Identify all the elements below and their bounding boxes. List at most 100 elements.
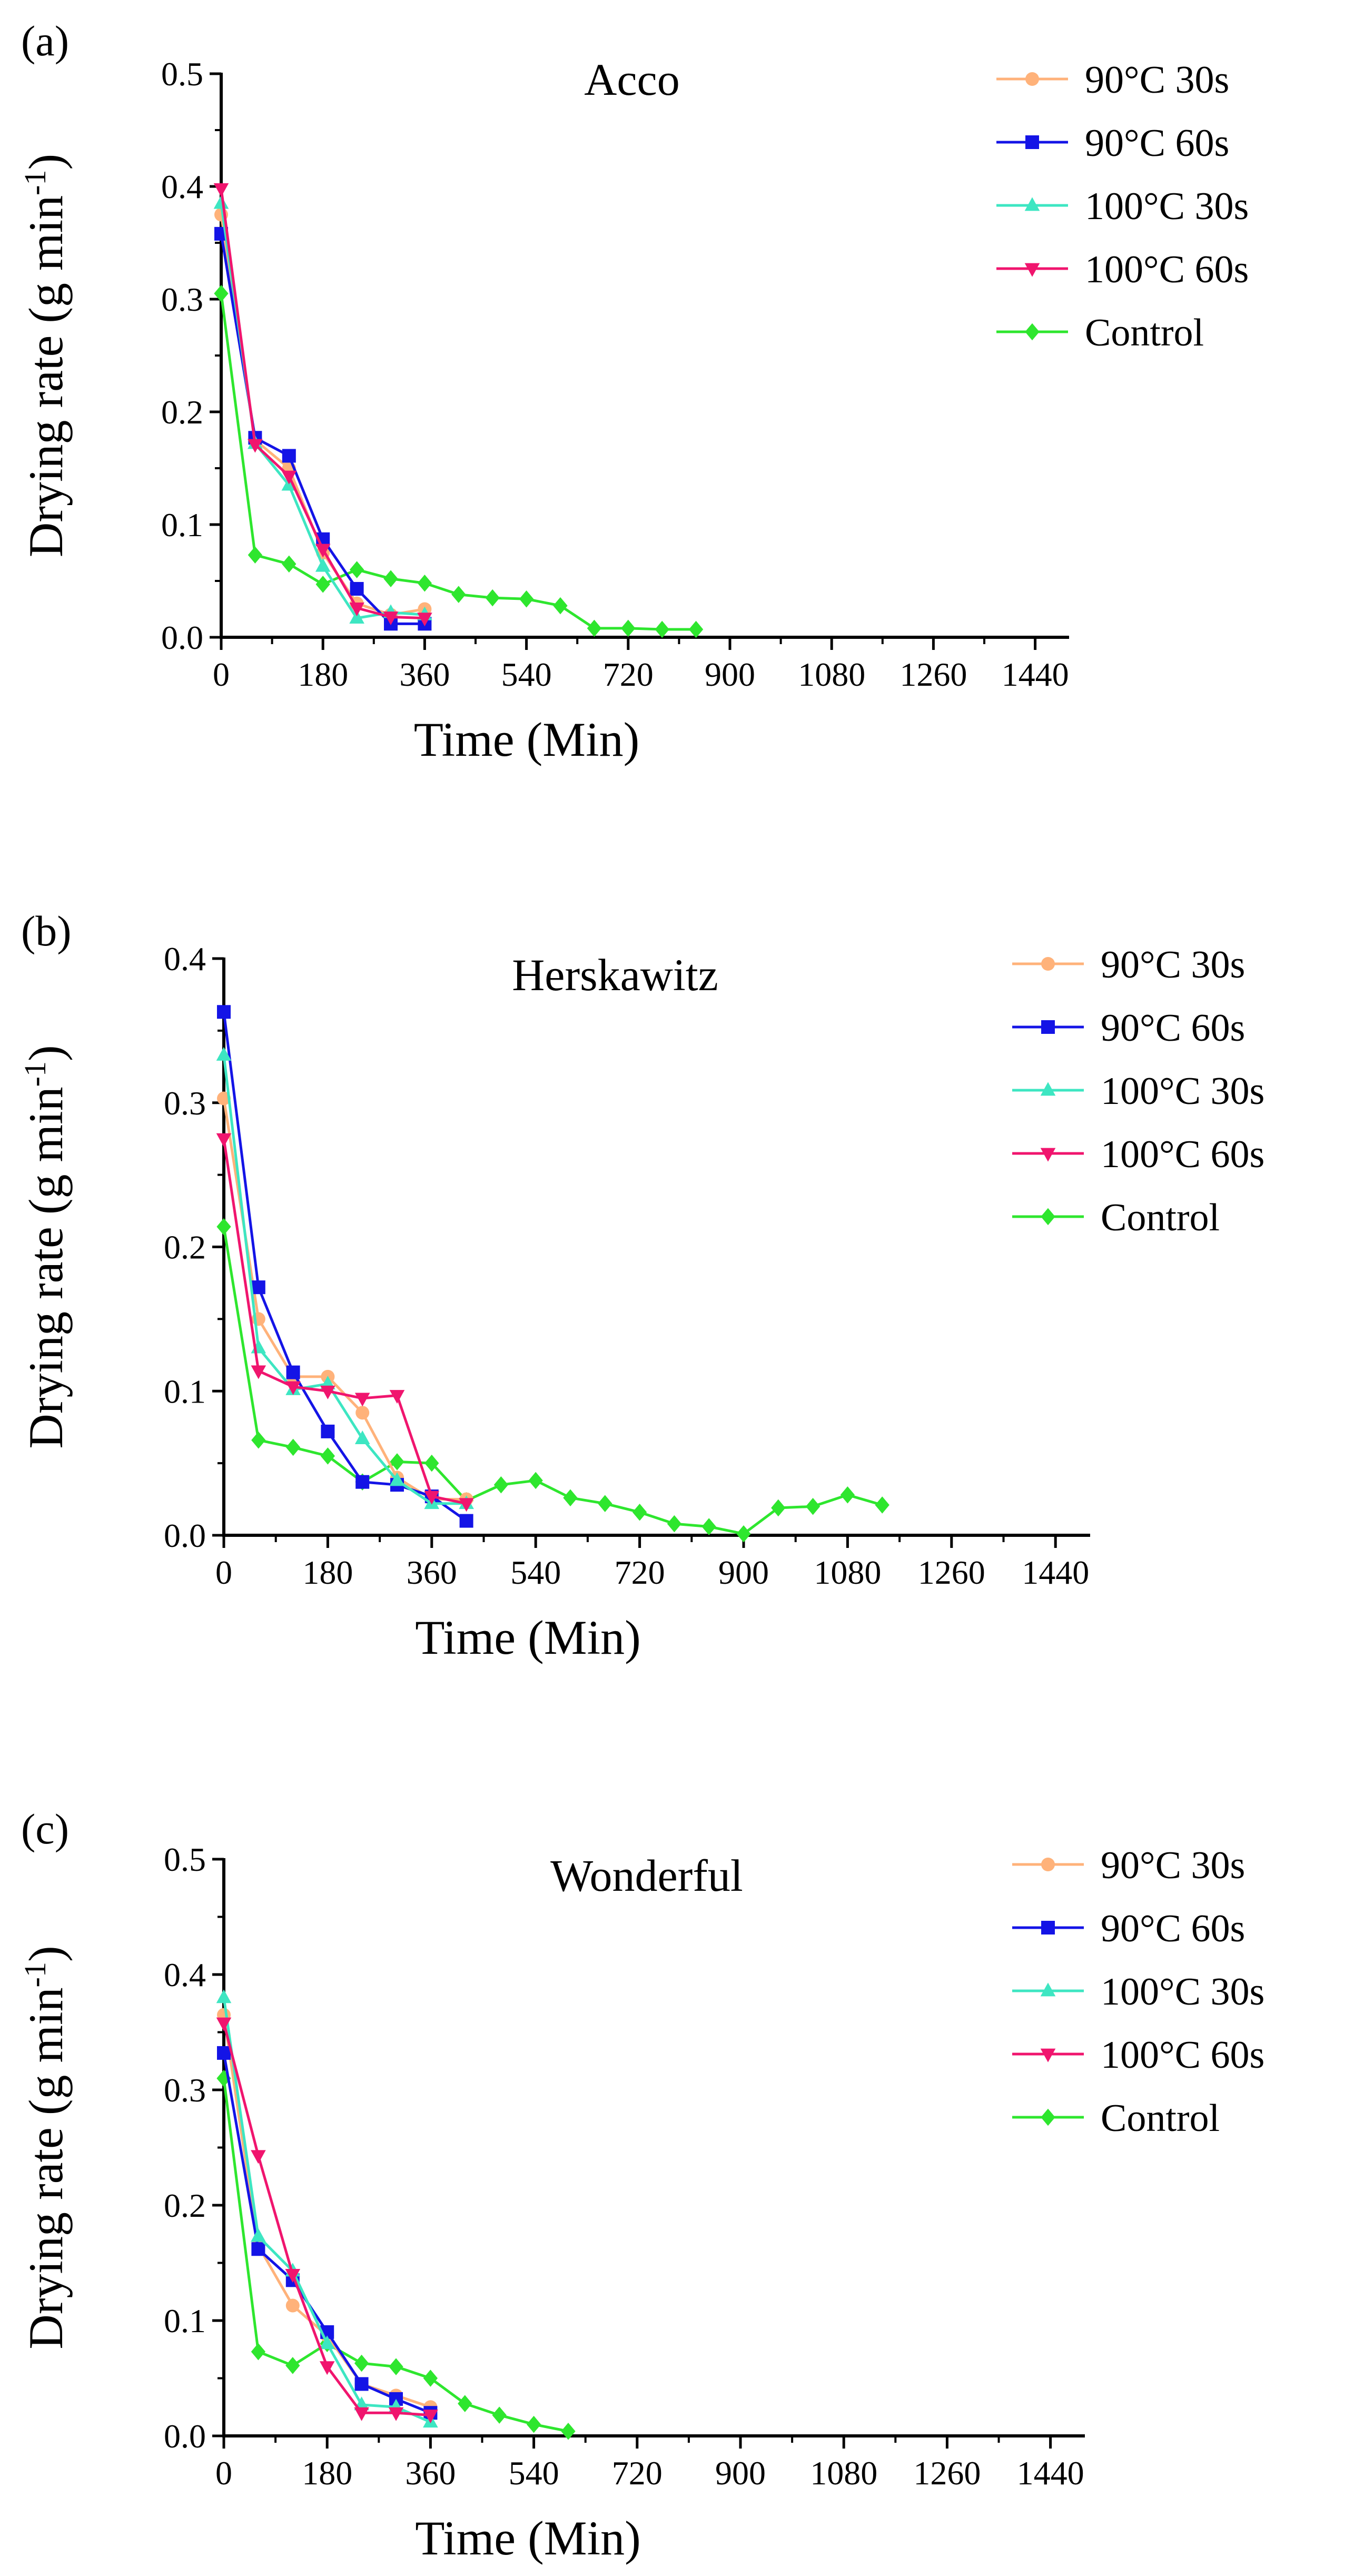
data-point <box>492 2406 507 2424</box>
panel-letter: (a) <box>21 17 69 65</box>
data-point <box>217 2046 231 2060</box>
series-1 <box>217 2008 438 2414</box>
legend-label: 100°C 30s <box>1085 185 1249 228</box>
x-axis-label: Time (Min) <box>415 2511 641 2565</box>
legend: 90°C 30s 90°C 60s 100°C 30s 100°C 60s Contro… <box>996 58 1249 354</box>
legend-marker <box>1041 1921 1055 1935</box>
data-point <box>424 1491 440 1505</box>
legend-marker <box>1040 1148 1056 1162</box>
x-axis-label: Time (Min) <box>415 1611 641 1664</box>
data-point <box>282 449 296 463</box>
series-line <box>222 2052 431 2414</box>
data-point <box>285 2269 301 2283</box>
legend-label: Control <box>1101 1196 1220 1239</box>
data-point <box>424 1454 439 1472</box>
data-point <box>286 1365 300 1379</box>
series-5 <box>216 2069 576 2440</box>
data-point <box>354 2407 369 2421</box>
x-tick-label: 180 <box>302 2454 352 2492</box>
data-point <box>354 2354 369 2372</box>
legend-marker <box>1040 2048 1056 2062</box>
data-point <box>216 2017 232 2031</box>
data-point <box>281 470 297 485</box>
series-3 <box>213 195 432 624</box>
legend-marker <box>1025 72 1039 86</box>
data-point <box>389 1472 405 1486</box>
legend: 90°C 30s 90°C 60s 100°C 30s 100°C 60s Contro… <box>1012 1844 1264 2140</box>
y-tick-label: 0.1 <box>164 1373 206 1410</box>
data-point <box>285 1438 301 1456</box>
data-point <box>701 1518 716 1535</box>
data-point <box>417 613 432 627</box>
x-tick-label: 0 <box>215 1554 232 1591</box>
data-point <box>451 586 466 603</box>
data-point <box>587 619 602 637</box>
data-point <box>349 610 364 624</box>
data-point <box>528 1472 543 1489</box>
data-point <box>315 544 331 558</box>
y-axis-label-close: ) <box>19 1045 73 1061</box>
data-point <box>248 439 263 453</box>
data-point <box>285 1381 301 1395</box>
chart-title: Wonderful <box>550 1850 743 1901</box>
y-axis-label: Drying rate (g min-1) <box>18 154 73 557</box>
x-tick-label: 1440 <box>1017 2454 1084 2492</box>
series-line <box>222 1055 467 1505</box>
data-point <box>216 1218 231 1236</box>
y-axis-label-close: ) <box>19 154 73 170</box>
data-point <box>216 1047 232 1061</box>
y-tick-label: 0.0 <box>164 2417 206 2455</box>
y-tick-label: 0.5 <box>161 55 203 93</box>
data-point <box>251 2150 266 2164</box>
data-point <box>354 1430 370 1444</box>
y-tick-label: 0.4 <box>164 940 206 978</box>
data-point <box>319 2361 335 2375</box>
data-point <box>213 195 229 209</box>
legend-label: 90°C 60s <box>1101 1907 1245 1950</box>
legend-label: 100°C 30s <box>1101 1970 1264 2014</box>
legend-marker <box>1040 1982 1056 1997</box>
data-point <box>248 546 263 564</box>
series-4 <box>216 2017 438 2424</box>
data-point <box>355 1475 370 1489</box>
x-tick-label: 1440 <box>1022 1554 1089 1591</box>
legend-label: 90°C 60s <box>1101 1006 1245 1050</box>
x-tick-label: 540 <box>510 1554 561 1591</box>
legend-label: 100°C 60s <box>1101 2034 1264 2077</box>
data-point <box>458 2395 472 2412</box>
data-point <box>216 1989 232 2003</box>
data-point <box>282 555 296 573</box>
y-tick-label: 0.4 <box>161 168 203 205</box>
data-point <box>736 1525 751 1543</box>
y-axis-label: Drying rate (g min-1) <box>18 1045 73 1448</box>
data-point <box>285 2298 300 2313</box>
x-tick-label: 1260 <box>918 1554 985 1591</box>
data-point <box>355 1406 370 1420</box>
data-point <box>389 1390 405 1404</box>
legend-marker <box>1041 1020 1055 1034</box>
data-point <box>319 2335 335 2350</box>
data-point <box>217 1005 231 1019</box>
data-point <box>320 1385 335 1399</box>
data-point <box>526 2415 541 2433</box>
y-axis-label-superscript: -1 <box>18 170 52 195</box>
data-point <box>216 1133 232 1147</box>
legend-marker <box>1024 197 1040 211</box>
y-axis-label-superscript: -1 <box>18 1061 52 1087</box>
panel-2: (b) 0.0 0.1 0.2 0.3 0.4 0 180 360 540 720 900 1080 12… <box>18 907 1265 1664</box>
x-tick-label: 1260 <box>900 656 967 693</box>
data-point <box>216 2069 231 2087</box>
data-point <box>251 1365 266 1379</box>
y-tick-label: 0.3 <box>161 281 203 318</box>
data-point <box>354 2377 369 2391</box>
x-tick-label: 1440 <box>1002 656 1069 693</box>
series-4 <box>213 183 432 627</box>
legend-label: 90°C 60s <box>1085 122 1229 165</box>
series-2 <box>217 1005 473 1528</box>
x-tick-label: 900 <box>705 656 755 693</box>
y-tick-label: 0.3 <box>164 1084 206 1122</box>
x-tick-label: 720 <box>612 2454 663 2492</box>
x-tick-label: 540 <box>509 2454 559 2492</box>
data-point <box>349 602 364 616</box>
